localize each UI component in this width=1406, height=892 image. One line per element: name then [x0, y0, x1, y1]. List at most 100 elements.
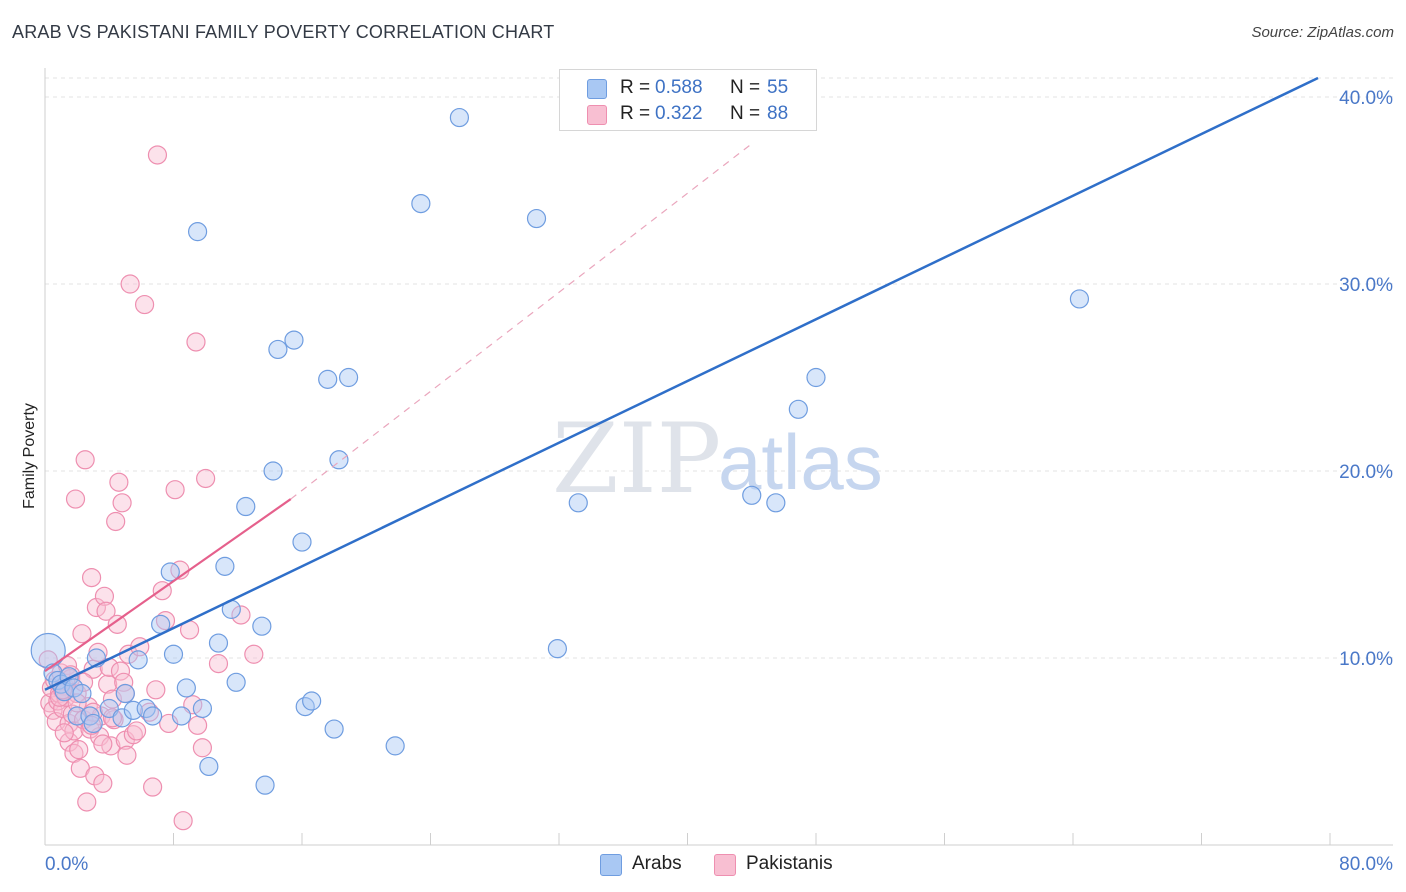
arab-point	[292, 532, 312, 552]
arab-point	[136, 698, 156, 719]
arab-point	[268, 339, 288, 360]
legend-label-arabs: Arabs	[632, 853, 682, 874]
pakistani-point	[106, 511, 126, 532]
chart-title: ARAB VS PAKISTANI FAMILY POVERTY CORRELA…	[12, 22, 555, 42]
pakistani-point	[244, 644, 264, 664]
arab-point	[329, 450, 349, 470]
pakistani-point	[231, 605, 251, 625]
legend-r-label: R =	[620, 77, 651, 98]
arab-point	[115, 683, 135, 704]
pakistani-point	[186, 332, 206, 352]
legend-label-pakistanis: Pakistanis	[746, 853, 833, 874]
legend-swatch-pakistanis	[714, 854, 736, 876]
pakistani-point	[86, 597, 107, 618]
pakistani-point	[94, 586, 115, 606]
legend-swatch-arabs	[600, 854, 622, 876]
arab-point	[199, 756, 219, 777]
arab-point	[171, 706, 192, 726]
pakistani-point	[98, 674, 118, 694]
arab-point	[83, 713, 103, 734]
arab-point	[788, 399, 808, 419]
tick-labels: 10.0% 20.0% 30.0% 40.0% 0.0% 80.0%	[45, 88, 1393, 875]
arab-point	[128, 650, 148, 670]
watermark-atlas: atlas	[718, 418, 883, 506]
pakistani-point	[120, 274, 140, 294]
arab-point	[568, 493, 588, 513]
x-tick-label: 0.0%	[45, 854, 88, 875]
pakistani-point	[187, 715, 208, 735]
arab-point	[742, 485, 762, 505]
correlation-legend: R = 0.588 N = 55 R = 0.322 N = 88	[559, 69, 817, 131]
watermark: ZIP atlas	[552, 403, 883, 515]
arabs-trend-line	[44, 76, 1319, 691]
arab-point	[236, 496, 256, 517]
arab-point	[252, 616, 272, 636]
arab-point	[411, 193, 431, 214]
pakistani-point	[123, 725, 143, 745]
pakistani-point	[93, 773, 113, 793]
pakistani-point	[107, 614, 127, 634]
arab-point	[215, 556, 235, 576]
legend-r-value: 0.588	[655, 77, 703, 98]
x-tick-label: 80.0%	[1339, 854, 1393, 875]
pakistani-point	[117, 745, 137, 765]
arab-point	[318, 369, 338, 389]
legend-r-label: R =	[620, 103, 651, 124]
pakistani-point	[109, 472, 129, 492]
source-credit: Source: ZipAtlas.com	[1251, 24, 1394, 41]
pakistani-point	[96, 601, 116, 621]
arab-point	[187, 222, 208, 242]
pakistani-point	[93, 734, 113, 754]
pakistanis-trend-extension	[290, 143, 753, 500]
arab-point	[208, 633, 229, 653]
arab-point	[547, 639, 567, 659]
pakistanis-trend-line	[44, 498, 292, 672]
arab-point	[284, 330, 304, 350]
legend-swatch-arabs	[587, 79, 607, 99]
arab-point	[99, 698, 119, 719]
arab-point	[385, 736, 405, 756]
pakistani-point	[147, 145, 168, 165]
legend-n-value: 88	[767, 103, 789, 124]
watermark-zip: ZIP	[552, 403, 721, 515]
legend-n-label: N =	[730, 103, 761, 124]
arab-point	[226, 672, 246, 692]
pakistani-point	[72, 624, 92, 644]
pakistani-point	[65, 489, 86, 509]
arab-point	[302, 691, 322, 711]
pakistani-point	[59, 732, 79, 752]
legend-n-value: 55	[767, 77, 789, 98]
arab-point	[263, 461, 283, 481]
y-tick-label: 30.0%	[1339, 275, 1393, 296]
pakistani-point	[77, 792, 97, 812]
legend-n-label: N =	[730, 77, 761, 98]
pakistani-point	[67, 693, 87, 713]
y-tick-label: 20.0%	[1339, 462, 1393, 483]
pakistani-point	[165, 480, 185, 500]
arab-point	[449, 107, 470, 128]
legend-swatch-pakistanis	[587, 105, 607, 125]
arab-point	[72, 683, 92, 704]
pakistani-point	[134, 294, 155, 315]
pakistani-point	[81, 567, 102, 588]
pakistanis-points	[38, 145, 264, 831]
pakistani-point	[69, 740, 89, 760]
arab-point	[338, 367, 359, 388]
pakistani-point	[110, 661, 131, 681]
trend-lines	[44, 76, 1319, 691]
pakistani-point	[208, 654, 229, 674]
pakistani-point	[192, 738, 213, 758]
arab-point	[112, 708, 132, 728]
gridlines	[45, 77, 1393, 659]
pakistani-point	[101, 736, 121, 756]
arab-point	[163, 644, 184, 664]
arab-point	[255, 775, 275, 795]
legend-r-value: 0.322	[655, 103, 703, 124]
pakistani-point	[173, 811, 193, 831]
arab-point	[1069, 289, 1090, 309]
pakistani-point	[85, 766, 105, 786]
pakistani-point	[126, 721, 147, 741]
pakistani-point	[54, 723, 74, 743]
y-tick-label: 40.0%	[1339, 88, 1393, 109]
